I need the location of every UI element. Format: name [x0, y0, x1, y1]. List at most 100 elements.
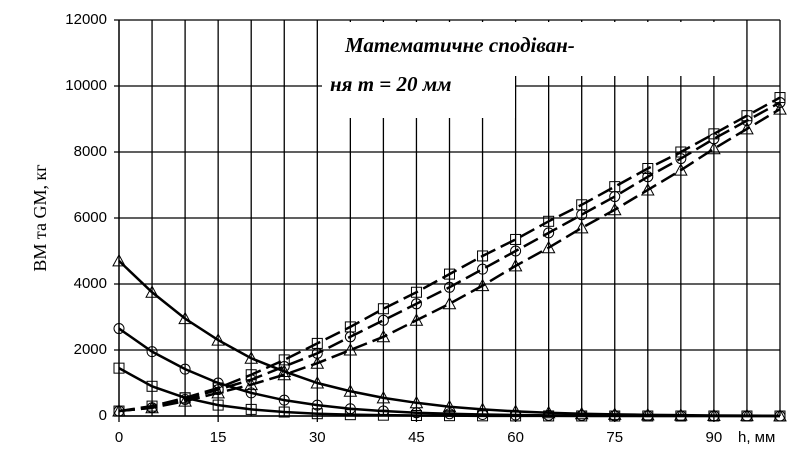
- marker: [146, 380, 158, 392]
- x-axis-label: h, мм: [738, 429, 775, 446]
- marker: [376, 390, 391, 404]
- marker: [477, 410, 489, 422]
- marker: [574, 406, 589, 420]
- x-tick-label: 75: [606, 429, 623, 446]
- marker: [310, 375, 325, 389]
- marker: [377, 303, 389, 315]
- y-tick-label: 12000: [65, 11, 107, 28]
- marker: [675, 146, 687, 158]
- marker: [377, 314, 389, 326]
- y-tick-label: 6000: [74, 209, 107, 226]
- marker: [576, 410, 588, 422]
- annotation-box: [322, 22, 515, 118]
- marker: [543, 227, 555, 239]
- marker: [609, 410, 621, 422]
- x-tick-label: 0: [115, 429, 123, 446]
- marker: [444, 268, 455, 280]
- marker: [178, 394, 192, 407]
- marker: [245, 387, 257, 399]
- marker: [377, 409, 389, 421]
- y-tick-label: 0: [99, 407, 107, 424]
- marker: [576, 209, 588, 221]
- marker: [510, 410, 522, 422]
- marker: [642, 410, 654, 422]
- marker: [311, 408, 323, 420]
- marker: [244, 351, 259, 364]
- marker: [178, 311, 192, 325]
- x-tick-label: 60: [507, 429, 524, 446]
- x-tick-label: 90: [706, 429, 723, 446]
- marker: [410, 410, 422, 422]
- marker: [244, 377, 259, 391]
- marker: [278, 406, 290, 418]
- y-tick-label: 4000: [74, 275, 107, 292]
- marker: [444, 281, 455, 293]
- marker: [541, 405, 556, 419]
- marker: [410, 286, 422, 298]
- y-tick-label: 10000: [65, 77, 107, 94]
- series-line: [118, 108, 781, 413]
- marker: [277, 367, 292, 381]
- marker: [773, 102, 787, 115]
- marker: [145, 285, 159, 298]
- marker: [708, 133, 720, 145]
- annotation: ня m = 20 мм: [330, 72, 452, 96]
- marker: [475, 278, 490, 292]
- marker: [640, 407, 655, 421]
- series-line: [118, 101, 781, 413]
- marker: [541, 240, 556, 254]
- marker: [311, 347, 323, 359]
- grid: [114, 19, 781, 422]
- marker: [212, 399, 224, 411]
- y-axis-label: BM та GM, кг: [30, 164, 50, 271]
- x-tick-label: 45: [408, 429, 425, 446]
- marker: [510, 233, 522, 245]
- marker: [477, 263, 489, 275]
- marker: [774, 97, 786, 108]
- series-line: [118, 367, 780, 418]
- marker: [113, 323, 125, 335]
- marker: [510, 245, 522, 257]
- marker: [543, 410, 555, 422]
- marker: [674, 163, 688, 176]
- marker: [574, 220, 589, 234]
- marker: [740, 121, 754, 135]
- marker: [675, 410, 687, 422]
- marker: [211, 385, 225, 399]
- marker: [278, 354, 290, 366]
- marker: [607, 407, 622, 420]
- marker: [410, 298, 422, 310]
- marker: [642, 163, 654, 174]
- marker: [508, 258, 523, 272]
- marker: [607, 202, 622, 216]
- marker: [278, 394, 290, 406]
- marker: [376, 329, 391, 343]
- marker: [444, 410, 455, 422]
- marker: [146, 346, 158, 358]
- marker: [212, 384, 224, 396]
- marker: [310, 356, 325, 369]
- marker: [112, 404, 126, 417]
- marker: [442, 399, 457, 413]
- marker: [409, 313, 424, 326]
- marker: [707, 141, 721, 155]
- marker: [708, 128, 720, 140]
- y-tick-label: 2000: [74, 341, 107, 358]
- marker: [442, 296, 457, 310]
- series-line: [118, 96, 781, 413]
- marker: [708, 410, 720, 422]
- marker: [311, 399, 323, 411]
- marker: [113, 362, 125, 374]
- marker: [211, 333, 225, 346]
- marker: [741, 410, 753, 422]
- marker: [477, 250, 489, 262]
- marker: [774, 410, 786, 422]
- marker: [344, 409, 356, 421]
- marker: [343, 342, 358, 356]
- marker: [145, 400, 159, 414]
- marker: [741, 115, 753, 127]
- marker: [278, 361, 290, 372]
- marker: [640, 182, 655, 196]
